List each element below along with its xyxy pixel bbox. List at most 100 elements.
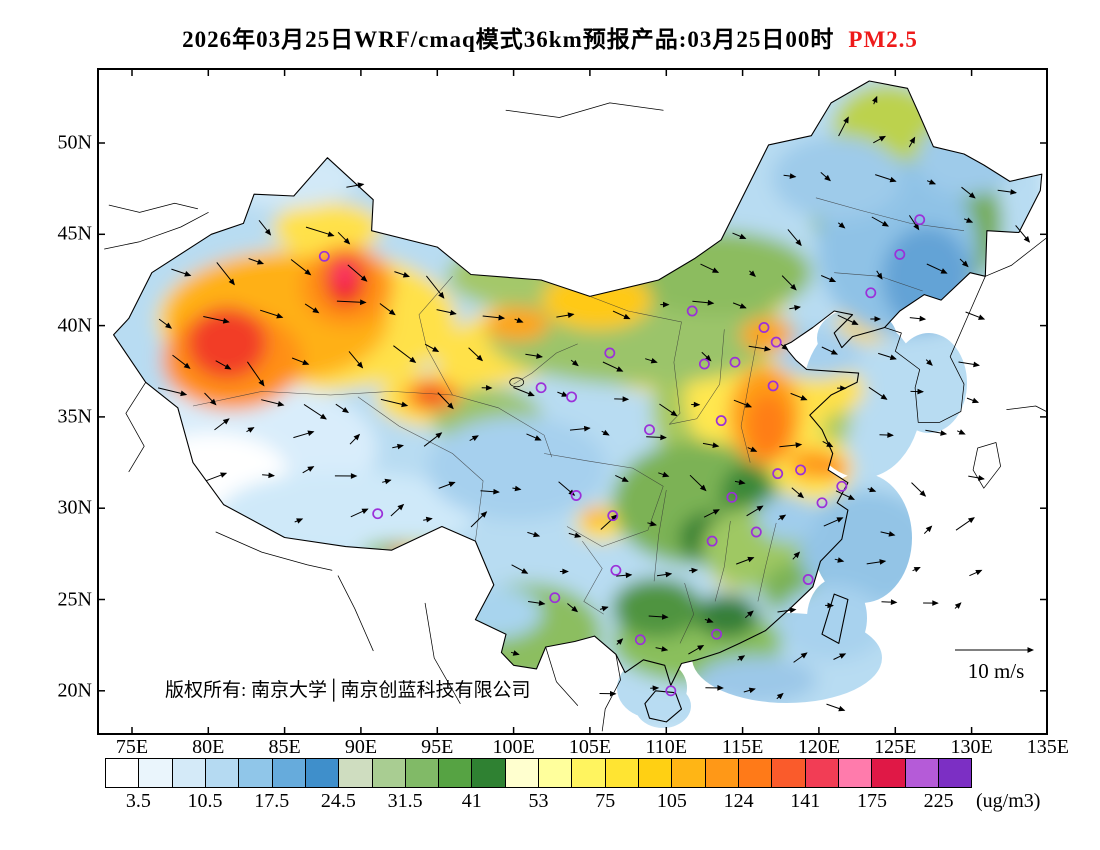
lon-tick-label: 120E (797, 736, 841, 758)
station-marker (802, 574, 814, 585)
lon-tick-label: 85E (268, 736, 301, 758)
wind-scale-label: 10 m/s (968, 659, 1025, 683)
station-marker (816, 497, 828, 509)
station-marker (758, 322, 770, 333)
lon-tick-label: 130E (950, 736, 993, 758)
colorbar-cell (472, 759, 506, 787)
lat-tick-label: 45N (57, 222, 92, 245)
colorbar-cell (772, 759, 806, 787)
lat-tick-label: 25N (57, 588, 92, 611)
station-marker (715, 415, 727, 427)
station-marker (570, 490, 582, 501)
colorbar-tick-label: 41 (461, 790, 482, 812)
station-marker (686, 305, 698, 317)
copyright-text: 版权所有: 南京大学│南京创蓝科技有限公司 (165, 678, 531, 702)
colorbar-tick-label: 17.5 (254, 790, 290, 812)
map-plot: 版权所有: 南京大学│南京创蓝科技有限公司 10 m/s (97, 68, 1048, 735)
station-marker (318, 250, 330, 262)
colorbar-unit: (ug/m3) (976, 790, 1041, 812)
latitude-axis: 50N 45N 40N 35N 30N 25N 20N (38, 68, 92, 735)
station-marker (372, 508, 384, 520)
colorbar-tick-label: 175 (856, 790, 887, 812)
station-marker (665, 685, 677, 697)
colorbar-cell (539, 759, 573, 787)
colorbar-cell (205, 759, 240, 787)
colorbar-cell (239, 759, 273, 787)
station-marker (795, 464, 807, 476)
figure-title: 2026年03月25日WRF/cmaq模式36km预报产品:03月25日00时 P… (0, 20, 1100, 54)
lon-tick-label: 135E (1026, 736, 1070, 758)
wind-scale-legend: 10 m/s (955, 647, 1034, 683)
lon-tick-label: 110E (645, 736, 688, 758)
colorbar-cell (905, 759, 939, 787)
title-species: PM2.5 (848, 27, 918, 52)
colorbar-cell (838, 759, 873, 787)
map-canvas: 版权所有: 南京大学│南京创蓝科技有限公司 10 m/s (97, 68, 1048, 735)
colorbar-cell (139, 759, 173, 787)
colorbar-cell (639, 759, 673, 787)
title-text: 2026年03月25日WRF/cmaq模式36km预报产品:03月25日00时 (182, 27, 835, 52)
colorbar-cell (572, 759, 606, 787)
station-marker (865, 287, 877, 299)
lat-tick-label: 40N (57, 314, 92, 337)
station-marker (535, 382, 547, 394)
station-marker (711, 628, 723, 640)
station-markers (318, 214, 926, 697)
station-marker (914, 214, 926, 226)
station-marker (607, 510, 619, 522)
colorbar-tick-label: 31.5 (387, 790, 423, 812)
wind-vector-field (157, 95, 1031, 712)
colorbar-cell (372, 759, 406, 787)
colorbar-cell (672, 759, 706, 787)
lon-tick-label: 125E (874, 736, 917, 758)
station-marker (729, 356, 741, 368)
colorbar-cell (505, 759, 540, 787)
lon-tick-label: 75E (115, 736, 149, 758)
station-marker (767, 380, 779, 392)
colorbar-cell (738, 759, 773, 787)
colorbar-tick-label: 105 (656, 790, 687, 812)
station-marker (726, 491, 738, 503)
colorbar-cell (805, 759, 839, 787)
colorbar-cell (705, 759, 739, 787)
map-frame (97, 68, 1048, 735)
lat-tick-label: 30N (57, 496, 92, 519)
longitude-axis: 75E 80E 85E 90E 95E 100E 105E 110E 115E 120E 125E 1… (97, 736, 1097, 758)
colorbar-cell (605, 759, 639, 787)
station-marker (706, 535, 718, 547)
station-marker (836, 480, 848, 492)
lon-tick-label: 90E (344, 736, 378, 758)
lon-tick-label: 115E (721, 736, 764, 758)
colorbar-cell (106, 759, 140, 787)
station-marker (644, 424, 655, 436)
station-marker (549, 592, 561, 604)
lon-tick-label: 105E (568, 736, 612, 758)
colorbar-cell (172, 759, 206, 787)
lat-tick-label: 50N (57, 131, 92, 154)
lon-tick-label: 80E (192, 736, 225, 758)
colorbar-cell (405, 759, 440, 787)
station-marker (772, 468, 784, 480)
colorbar-tick-label: 225 (923, 790, 954, 812)
station-marker (604, 347, 616, 359)
lon-tick-label: 95E (421, 736, 454, 758)
lat-tick-label: 20N (57, 679, 92, 702)
colorbar (105, 758, 972, 788)
colorbar-labels: 3.5 10.5 17.5 24.5 31.5 41 53 75 105 124 141 175 225 (105, 790, 972, 814)
station-marker (770, 336, 782, 348)
colorbar-tick-label: 141 (790, 790, 821, 812)
map-annotations: 版权所有: 南京大学│南京创蓝科技有限公司 10 m/s (165, 647, 1034, 702)
lon-tick-label: 100E (492, 736, 535, 758)
colorbar-tick-label: 75 (595, 790, 616, 812)
lat-tick-label: 35N (57, 405, 92, 428)
station-marker (634, 634, 646, 646)
colorbar-tick-label: 53 (528, 790, 549, 812)
colorbar-cell (305, 759, 340, 787)
station-marker (698, 358, 710, 370)
colorbar-tick-label: 24.5 (320, 790, 356, 812)
station-marker (894, 248, 906, 260)
colorbar-tick-label: 10.5 (187, 790, 223, 812)
colorbar-cell (272, 759, 306, 787)
colorbar-cell (439, 759, 473, 787)
colorbar-tick-label: 3.5 (125, 790, 151, 812)
